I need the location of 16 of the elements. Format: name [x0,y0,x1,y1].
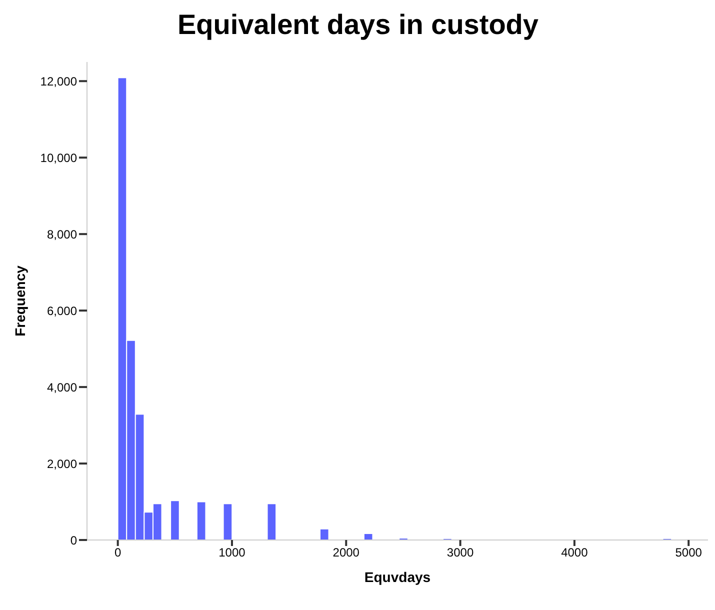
x-tick-label: 3000 [446,546,474,560]
x-axis-title: Equvdays [364,569,431,585]
y-tick-label: 12,000 [40,74,78,88]
y-tick-label: 4,000 [46,380,78,394]
x-tick-label: 5000 [675,546,702,560]
y-tick-label: 6,000 [46,304,78,318]
x-tick-label: 0 [114,546,122,560]
y-axis-title: Frequency [12,265,28,336]
y-tick-label: 2,000 [46,456,78,471]
x-tick-label: 2000 [332,546,360,560]
y-tick-label: 10,000 [40,150,78,165]
x-tick-label: 1000 [218,546,246,560]
chart-title: Equivalent days in custody [176,8,540,42]
y-tick-label: 0 [70,533,78,548]
y-tick-label: 8,000 [46,227,78,242]
x-tick-label: 4000 [561,546,588,560]
